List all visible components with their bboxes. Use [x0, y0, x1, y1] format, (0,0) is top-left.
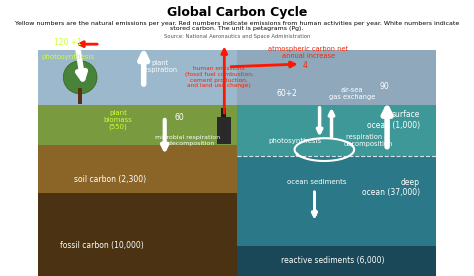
- Text: 60+2: 60+2: [276, 89, 297, 98]
- Text: reactive sediments (6,000): reactive sediments (6,000): [281, 256, 384, 265]
- Text: Yellow numbers are the natural emissions per year. Red numbers indicate emission: Yellow numbers are the natural emissions…: [15, 21, 459, 26]
- Text: plant
biomass
(550): plant biomass (550): [103, 110, 132, 130]
- Text: photosynthesis: photosynthesis: [268, 138, 321, 144]
- Bar: [38, 145, 237, 193]
- Bar: [237, 156, 436, 246]
- Bar: [221, 108, 226, 117]
- Text: microbial respiration
& decomposition: microbial respiration & decomposition: [155, 135, 220, 146]
- Text: soil carbon (2,300): soil carbon (2,300): [74, 175, 146, 184]
- Text: respiration &
decomposition: respiration & decomposition: [344, 134, 392, 147]
- Bar: [38, 193, 237, 276]
- Bar: [237, 105, 436, 156]
- Text: Source: National Aeronautics and Space Administration: Source: National Aeronautics and Space A…: [164, 34, 310, 39]
- Bar: [237, 50, 436, 106]
- Text: 9: 9: [222, 33, 227, 42]
- Text: 120 +1: 120 +1: [55, 38, 82, 47]
- Text: air-sea
gas exchange: air-sea gas exchange: [329, 87, 375, 100]
- Bar: [38, 0, 436, 50]
- Text: photosynthesis: photosynthesis: [42, 54, 95, 60]
- Text: plant
respiration: plant respiration: [142, 60, 178, 73]
- Text: deep
ocean (37,000): deep ocean (37,000): [362, 178, 419, 197]
- Bar: [78, 88, 82, 104]
- Bar: [237, 246, 436, 276]
- Text: 90: 90: [379, 83, 389, 91]
- Text: 60: 60: [174, 113, 184, 122]
- Text: fossil carbon (10,000): fossil carbon (10,000): [60, 241, 144, 250]
- Text: surface
ocean (1,000): surface ocean (1,000): [366, 110, 419, 130]
- Text: atmospheric carbon net
annual increase: atmospheric carbon net annual increase: [268, 46, 348, 59]
- Text: 4: 4: [303, 61, 308, 70]
- Bar: [38, 50, 436, 106]
- Bar: [217, 117, 231, 144]
- Text: stored carbon. The unit is petagrams (Pg).: stored carbon. The unit is petagrams (Pg…: [170, 26, 304, 31]
- Text: Global Carbon Cycle: Global Carbon Cycle: [167, 6, 307, 19]
- Bar: [38, 105, 237, 145]
- Text: atmosphere (600): atmosphere (600): [351, 36, 419, 44]
- Text: human emissions
(fossil fuel combustion,
cement production,
and land use change): human emissions (fossil fuel combustion,…: [185, 66, 254, 89]
- Text: 2: 2: [312, 209, 317, 218]
- Text: 60: 60: [151, 37, 161, 46]
- Text: ocean sediments: ocean sediments: [287, 179, 346, 185]
- Ellipse shape: [63, 61, 97, 94]
